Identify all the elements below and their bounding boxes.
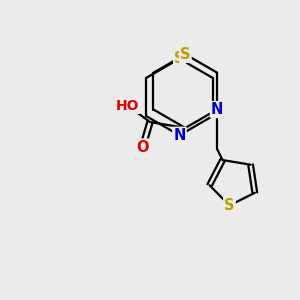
Text: N: N — [173, 128, 186, 143]
Text: S: S — [224, 198, 235, 213]
Text: S: S — [174, 51, 185, 66]
Text: O: O — [136, 140, 149, 154]
Text: S: S — [180, 47, 190, 62]
Text: HO: HO — [116, 99, 140, 113]
Text: N: N — [211, 102, 224, 117]
